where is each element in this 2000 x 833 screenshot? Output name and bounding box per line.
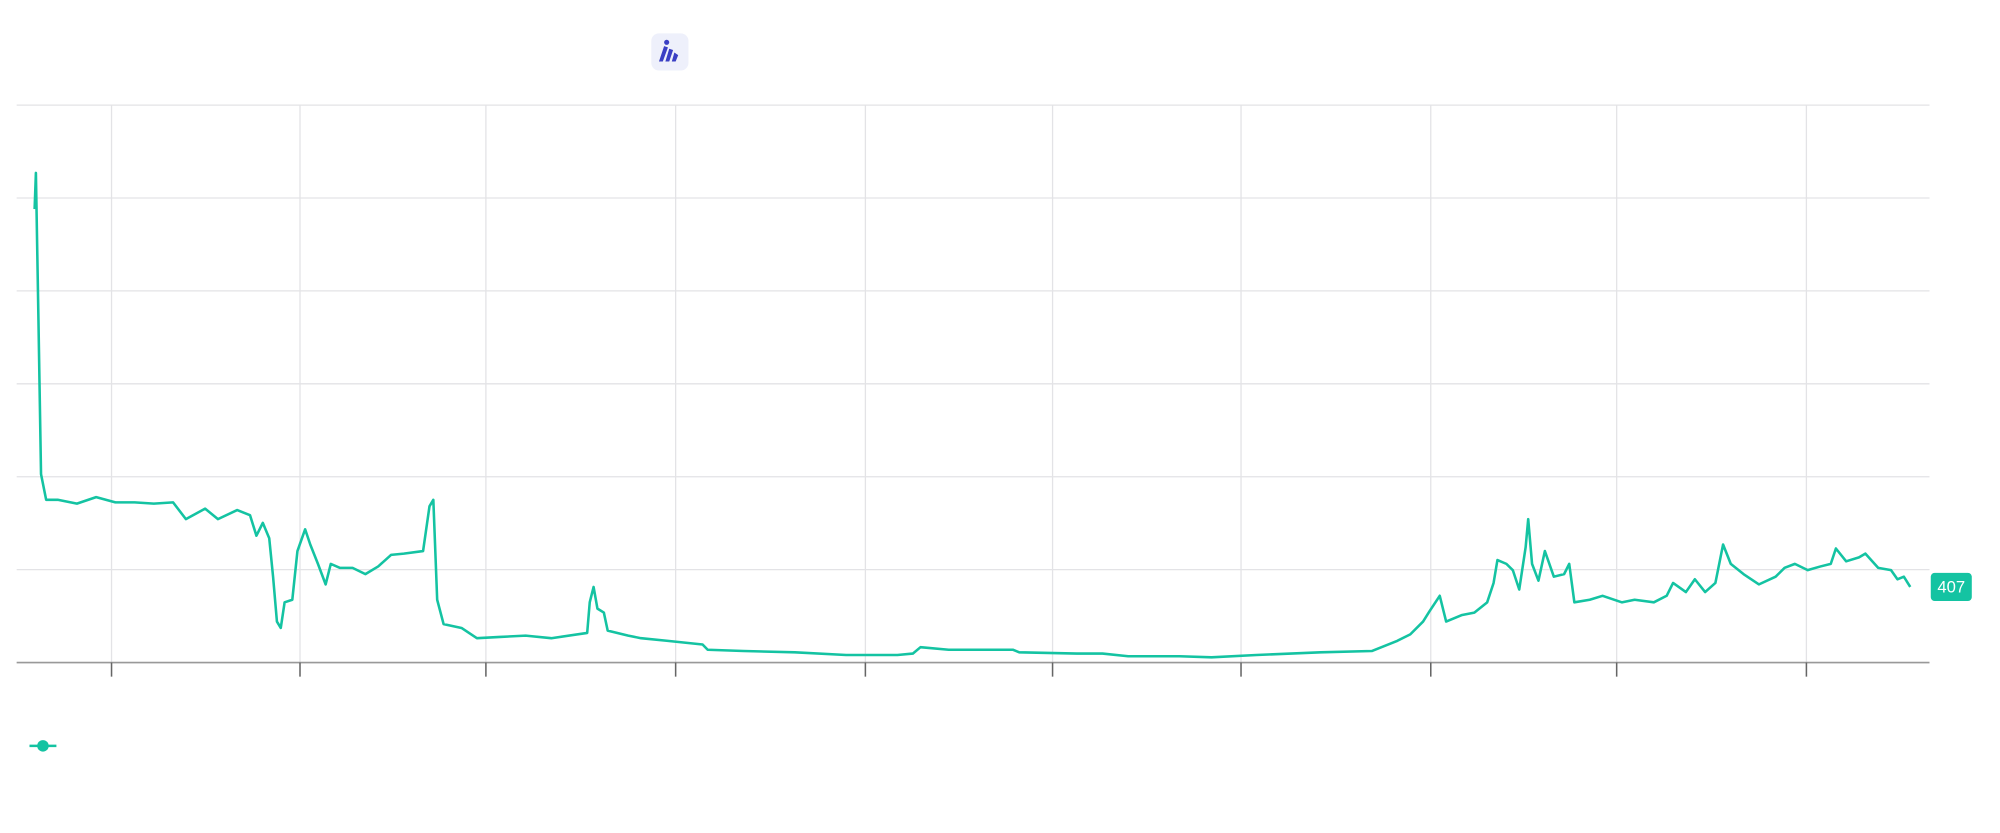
plot: 407 — [33, 171, 1972, 659]
grid — [16, 104, 1930, 664]
last-value-badge — [1930, 572, 1972, 602]
last-value-label: 407 — [1937, 578, 1965, 597]
line-series — [33, 171, 1912, 659]
legend-marker[interactable] — [29, 740, 57, 752]
x-ticks — [16, 661, 1930, 677]
x-grid — [110, 105, 1808, 663]
logo — [651, 33, 689, 71]
